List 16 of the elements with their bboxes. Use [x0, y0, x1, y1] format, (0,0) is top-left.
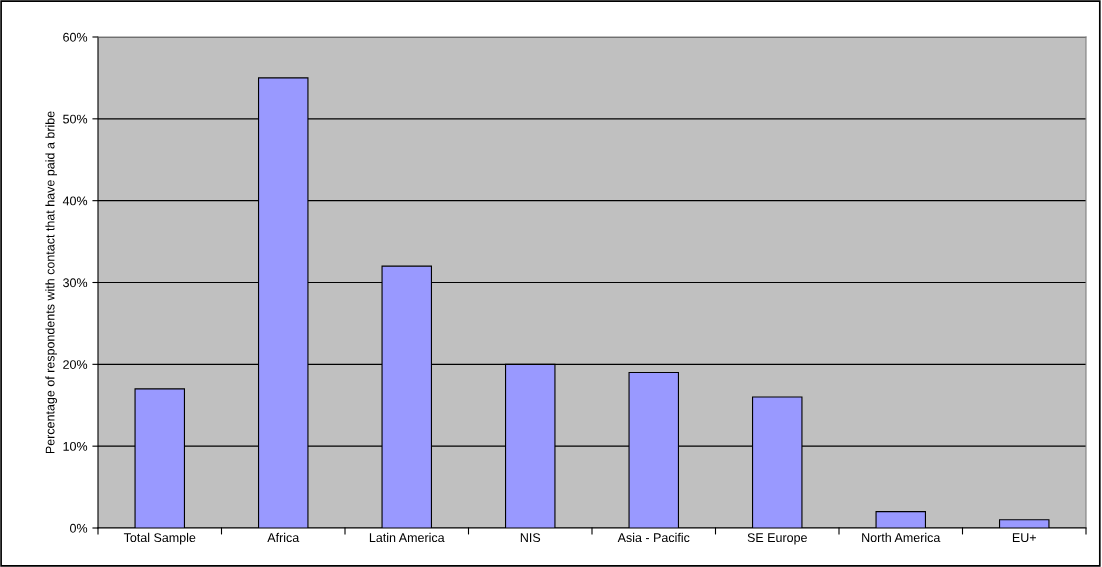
x-tick-label: SE Europe — [747, 533, 807, 545]
y-tick-label: 40% — [62, 196, 88, 206]
x-tick-label: Total Sample — [123, 532, 196, 545]
y-axis-title: Percentage of respondents with contact that have paid a bribe — [45, 111, 58, 454]
y-tick-label: 50% — [63, 114, 88, 124]
x-tick-label: NIS — [520, 533, 541, 543]
x-tick-label: North America — [862, 532, 941, 543]
x-tick-label: Latin America — [369, 532, 445, 543]
y-tick-label: 30% — [63, 278, 88, 288]
x-tick-label: Asia - Pacific — [617, 532, 690, 543]
x-tick-label: Africa — [267, 532, 300, 543]
y-tick-label: 20% — [63, 360, 88, 369]
y-tick-label: 60% — [63, 32, 88, 42]
y-tick-label: 10% — [63, 441, 88, 451]
y-tick-label: 0% — [70, 523, 88, 533]
x-tick-label: EU+ — [1012, 533, 1036, 543]
